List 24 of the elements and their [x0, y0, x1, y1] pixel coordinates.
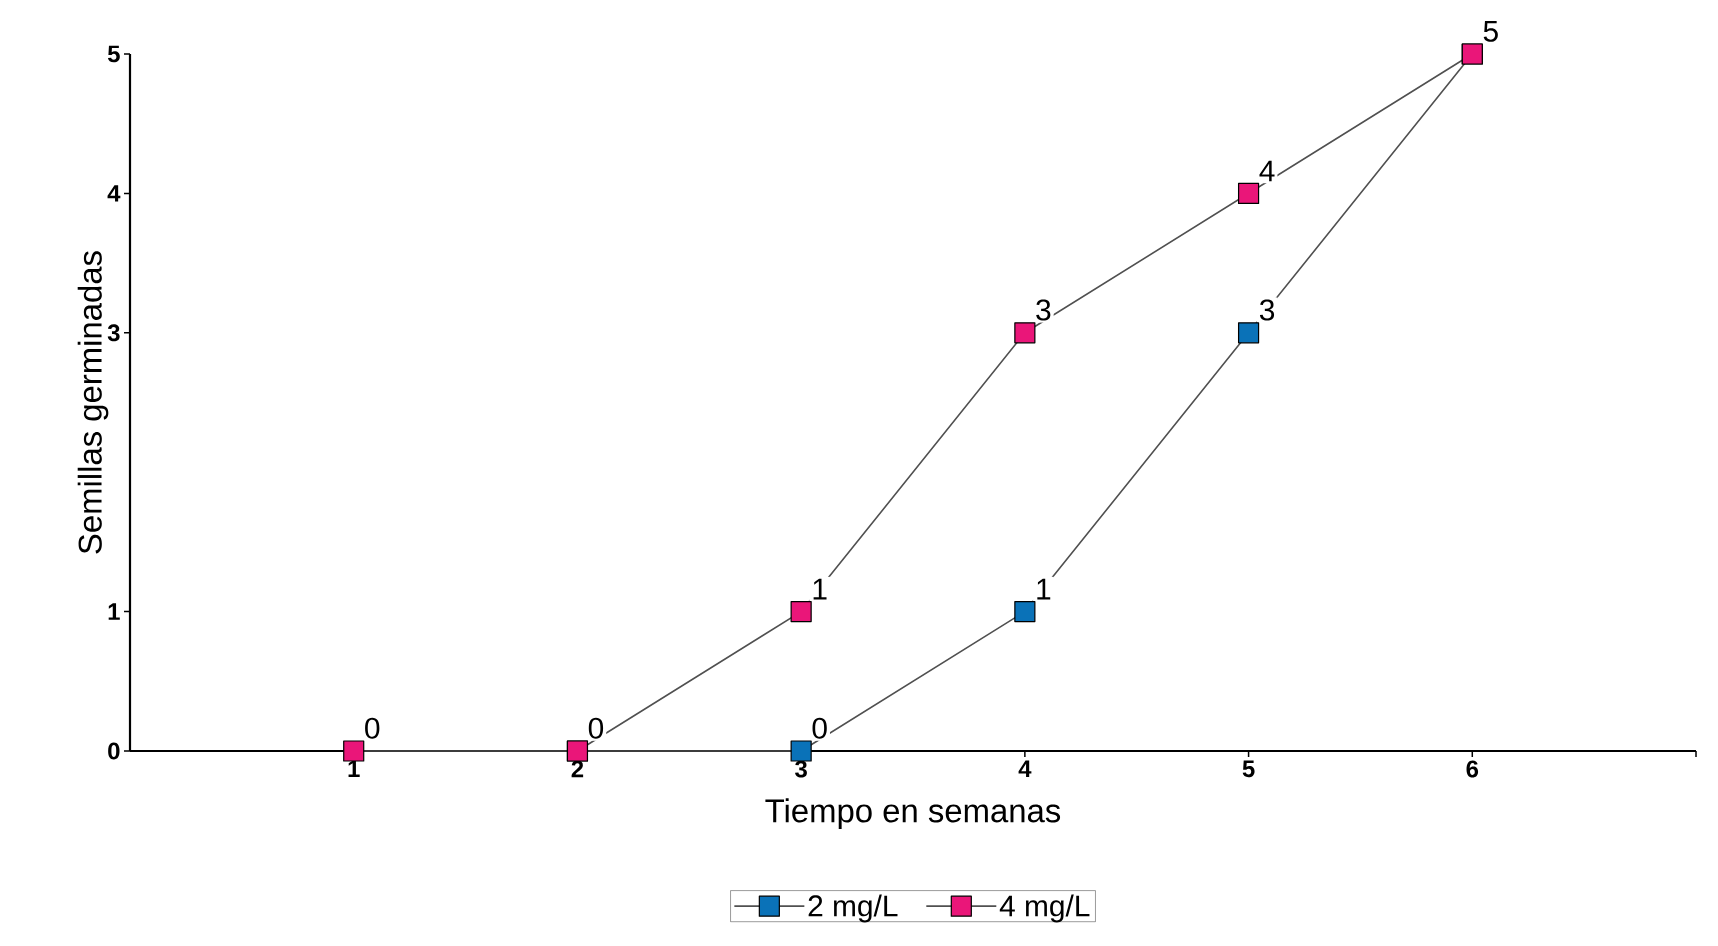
- data-label: 4: [1259, 160, 1275, 182]
- y-tick-label: 5: [107, 45, 120, 63]
- data-label: 0: [588, 717, 604, 739]
- legend-label: 2 mg/L: [808, 894, 898, 923]
- data-label: 3: [1036, 299, 1051, 321]
- y-tick-label: 0: [108, 742, 120, 760]
- data-label: 5: [1483, 20, 1498, 42]
- x-tick-label: 6: [1466, 760, 1479, 778]
- legend-label: 4 mg/L: [999, 894, 1090, 923]
- data-label: 1: [1037, 578, 1051, 600]
- y-tick-label: 4: [107, 185, 121, 202]
- x-tick-label: 3: [795, 760, 807, 778]
- x-tick-label: 4: [1018, 760, 1032, 777]
- y-tick-label: 3: [107, 324, 120, 342]
- y-tick-label: 1: [108, 603, 120, 620]
- data-label: 3: [1259, 299, 1275, 321]
- x-axis-title: Tiempo en semanas: [765, 798, 1061, 829]
- x-tick-label: 5: [1242, 760, 1255, 778]
- y-axis-title: Semillas germinadas: [77, 251, 109, 554]
- data-label: 1: [813, 578, 827, 600]
- data-label: 0: [365, 717, 380, 739]
- x-tick-label: 1: [348, 760, 360, 777]
- x-tick-label: 2: [571, 760, 584, 778]
- data-label: 0: [812, 717, 827, 739]
